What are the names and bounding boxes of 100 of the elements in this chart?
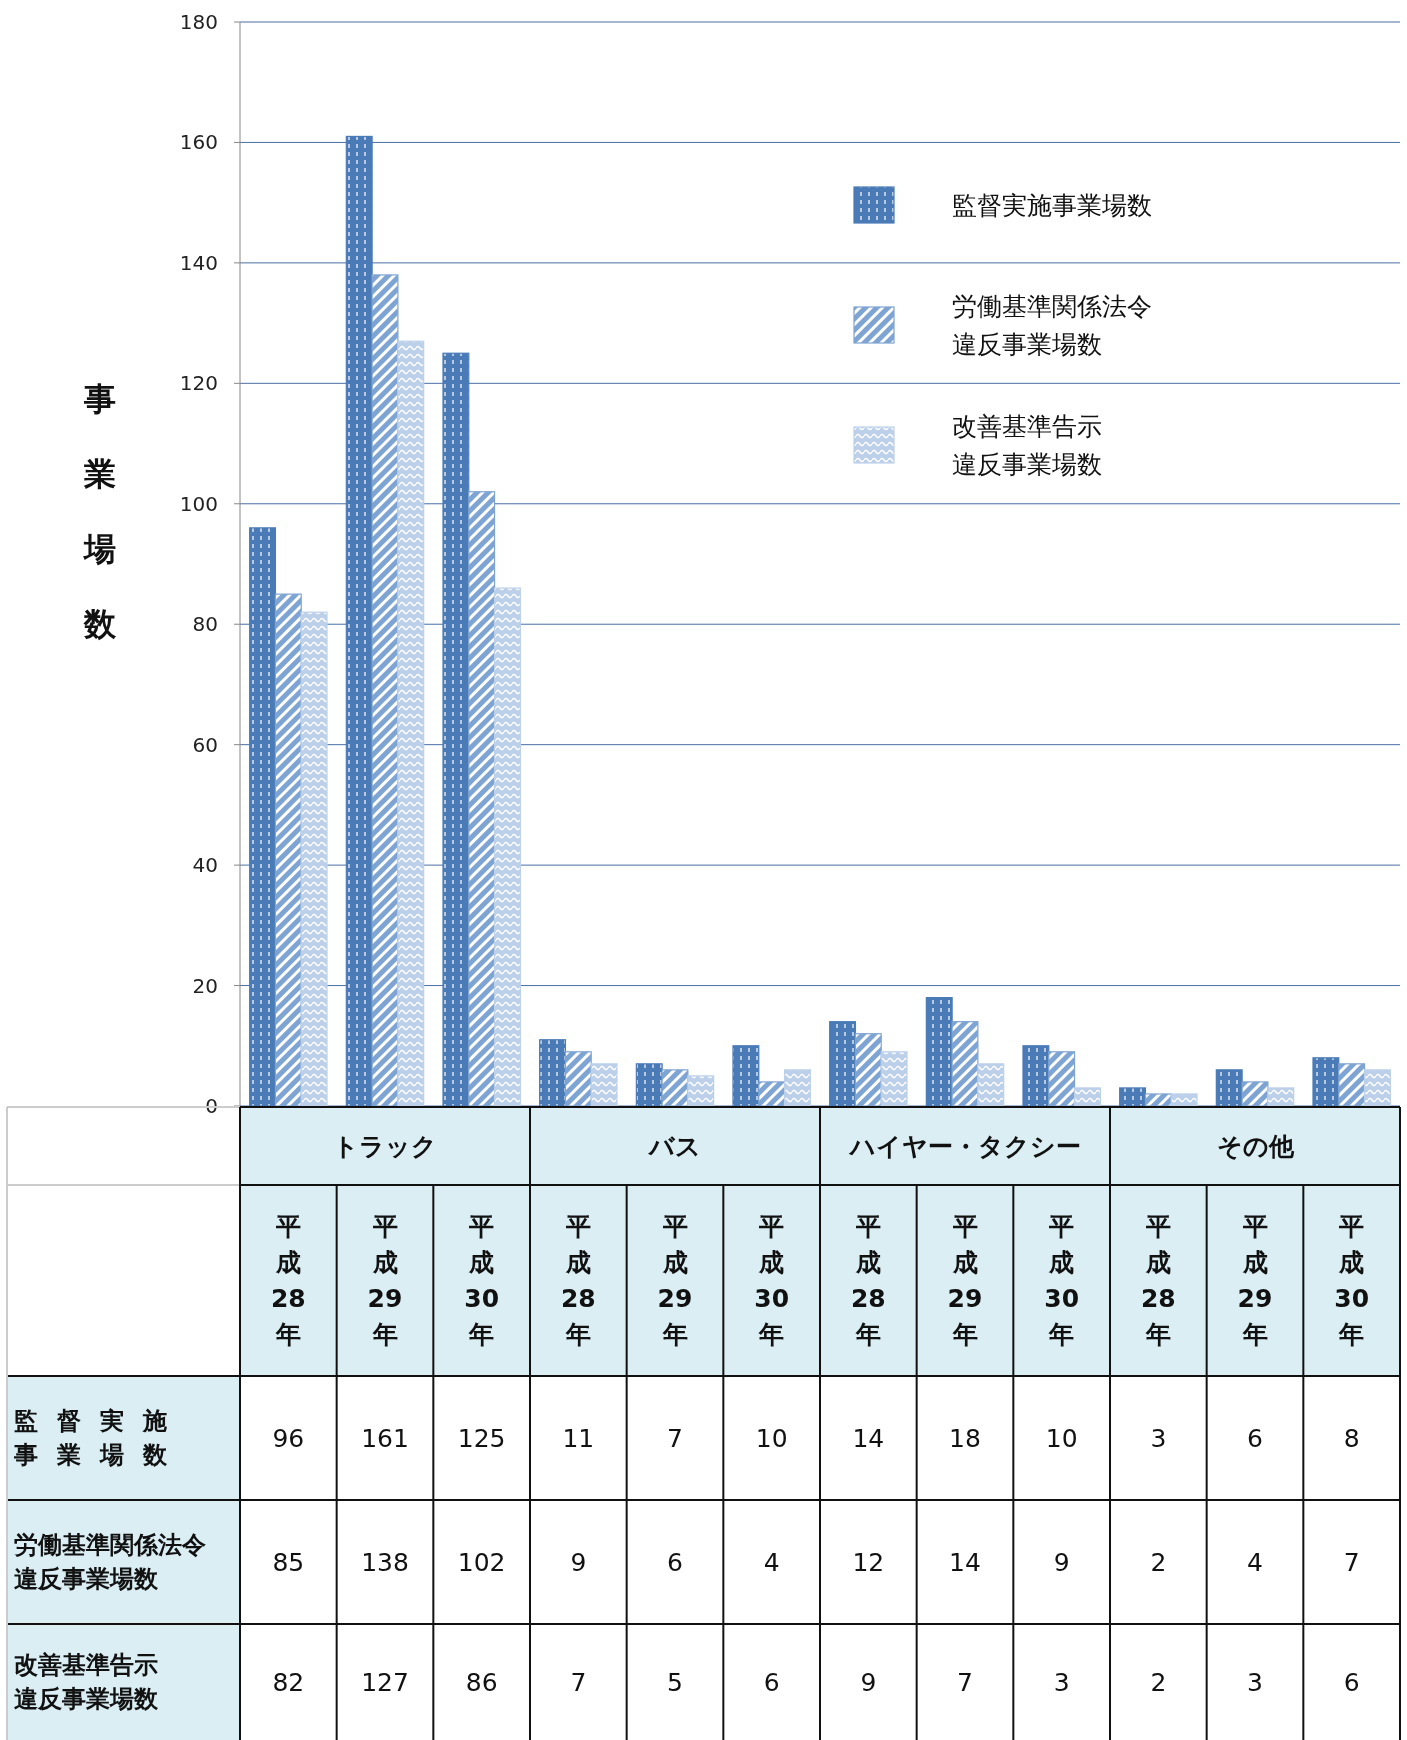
data-label: 6 <box>763 1667 780 1697</box>
y-tick-label: 180 <box>179 10 218 34</box>
text: その他 <box>1216 1131 1295 1161</box>
data-label: 102 <box>457 1547 506 1577</box>
bar <box>1312 1057 1340 1107</box>
x-tick-label: 平成28年 <box>1140 1212 1176 1350</box>
x-tick-label: 平成30年 <box>1334 1212 1370 1350</box>
data-label: 3 <box>1150 1423 1167 1453</box>
bar <box>951 1021 979 1107</box>
bar <box>977 1063 1005 1107</box>
bar <box>1170 1093 1198 1107</box>
data-label: 4 <box>763 1547 780 1577</box>
bar <box>564 1051 592 1107</box>
data-label: 127 <box>361 1667 409 1697</box>
bar <box>300 611 328 1107</box>
data-label: 85 <box>272 1547 305 1577</box>
text: 監督実施事業場数 <box>14 1407 186 1470</box>
bar <box>732 1045 760 1107</box>
y-tick-label: 60 <box>192 732 218 757</box>
data-label: 14 <box>949 1547 981 1577</box>
data-label: 2 <box>1150 1547 1167 1577</box>
x-tick-label: 平成30年 <box>754 1212 790 1350</box>
x-tick-label: 平成28年 <box>560 1212 596 1350</box>
text: ハイヤー・タクシー <box>847 1131 1081 1161</box>
data-label: 7 <box>957 1667 973 1697</box>
x-tick-label: 平成29年 <box>1237 1212 1273 1350</box>
bar <box>1215 1069 1243 1107</box>
y-tick-label: 100 <box>179 491 218 516</box>
bar <box>1073 1087 1101 1107</box>
bar <box>274 593 302 1107</box>
data-label: 161 <box>361 1423 409 1453</box>
bar <box>539 1039 567 1107</box>
bar <box>635 1063 663 1107</box>
bar <box>758 1081 786 1107</box>
bar <box>1338 1063 1366 1107</box>
data-label: 96 <box>272 1423 305 1453</box>
bar <box>829 1021 857 1107</box>
data-label: 125 <box>457 1423 506 1453</box>
bar <box>590 1063 618 1107</box>
data-label: 6 <box>1343 1667 1360 1697</box>
bar <box>397 340 425 1107</box>
bar <box>249 527 277 1107</box>
data-label: 82 <box>272 1667 305 1697</box>
data-label: 6 <box>1247 1423 1263 1453</box>
data-label: 3 <box>1247 1667 1263 1697</box>
text: トラック <box>333 1131 437 1161</box>
bar <box>371 274 399 1107</box>
legend-label: 労働基準関係法令違反事業場数 <box>952 291 1152 359</box>
data-label: 7 <box>570 1667 587 1697</box>
x-tick-label: 平成28年 <box>850 1212 886 1350</box>
x-tick-label: 平成29年 <box>657 1212 693 1350</box>
data-label: 10 <box>755 1423 788 1453</box>
data-label: 86 <box>465 1667 498 1697</box>
bar <box>925 997 953 1107</box>
x-tick-label: 平成29年 <box>367 1212 403 1350</box>
legend-label: 監督実施事業場数 <box>952 190 1152 220</box>
data-label: 138 <box>361 1547 409 1577</box>
x-tick-label: 平成28年 <box>270 1212 306 1350</box>
bar <box>1363 1069 1391 1107</box>
data-label: 4 <box>1247 1547 1263 1577</box>
y-axis-title: 事業場数 <box>82 380 117 643</box>
bar <box>687 1075 715 1107</box>
data-label: 12 <box>852 1547 885 1577</box>
bar <box>493 587 521 1107</box>
y-tick-label: 140 <box>179 250 218 275</box>
data-label: 8 <box>1343 1423 1360 1453</box>
bar <box>854 1033 882 1107</box>
data-label: 9 <box>1053 1547 1070 1577</box>
bar <box>661 1069 689 1107</box>
data-label: 9 <box>860 1667 877 1697</box>
bar <box>468 491 496 1107</box>
data-label: 5 <box>667 1667 683 1697</box>
bar <box>1022 1045 1050 1107</box>
data-label: 11 <box>562 1423 595 1453</box>
bar <box>442 352 470 1107</box>
bar <box>1144 1093 1172 1107</box>
data-label: 18 <box>949 1423 981 1453</box>
text: バス <box>647 1131 701 1161</box>
bar <box>880 1051 908 1107</box>
x-tick-label: 平成29年 <box>947 1212 983 1350</box>
bar <box>1241 1081 1269 1107</box>
bar <box>1119 1087 1147 1107</box>
data-label: 3 <box>1053 1667 1070 1697</box>
text: 労働基準関係法令違反事業場数 <box>14 1531 206 1594</box>
bar <box>783 1069 811 1107</box>
y-tick-label: 20 <box>192 973 218 998</box>
data-label: 7 <box>1343 1547 1360 1577</box>
y-tick-label: 40 <box>192 853 218 878</box>
data-label: 10 <box>1045 1423 1078 1453</box>
x-tick-label: 平成30年 <box>1044 1212 1080 1350</box>
y-tick-label: 120 <box>179 371 218 396</box>
data-label: 14 <box>852 1423 885 1453</box>
text: 改善基準告示違反事業場数 <box>14 1651 158 1714</box>
data-label: 6 <box>667 1547 683 1577</box>
legend-label: 改善基準告示違反事業場数 <box>952 411 1102 479</box>
data-label: 2 <box>1150 1667 1167 1697</box>
y-tick-label: 160 <box>179 130 218 155</box>
bar <box>1267 1087 1295 1107</box>
y-tick-label: 80 <box>192 612 218 637</box>
bar <box>1048 1051 1076 1107</box>
